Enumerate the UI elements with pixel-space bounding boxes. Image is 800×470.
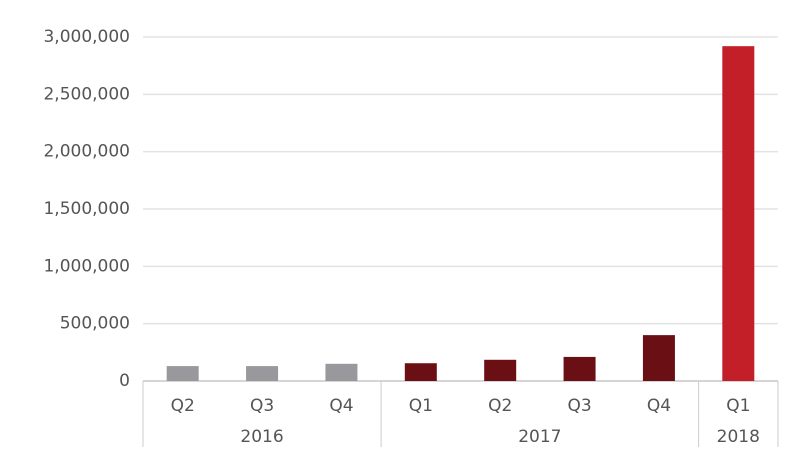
y-tick-label: 500,000	[60, 314, 130, 334]
bar	[325, 363, 358, 381]
x-tick-label: Q4	[329, 396, 353, 416]
bar	[166, 366, 199, 381]
x-tick-label: Q1	[409, 396, 433, 416]
group-label: 2017	[518, 427, 561, 447]
y-tick-label: 3,000,000	[43, 27, 130, 47]
x-tick-label: Q4	[647, 396, 671, 416]
y-tick-label: 2,000,000	[43, 142, 130, 162]
x-tick-label: Q3	[567, 396, 591, 416]
bar	[642, 335, 675, 381]
group-label: 2016	[240, 427, 283, 447]
bar	[404, 363, 437, 381]
y-tick-label: 2,500,000	[43, 84, 130, 104]
x-tick-label: Q2	[171, 396, 195, 416]
bar	[722, 46, 755, 381]
bar	[563, 356, 596, 381]
bar	[246, 366, 279, 381]
y-tick-label: 1,000,000	[43, 256, 130, 276]
y-tick-label: 1,500,000	[43, 199, 130, 219]
y-tick-label: 0	[119, 371, 130, 391]
bar	[484, 359, 517, 381]
group-label: 2018	[717, 427, 760, 447]
x-tick-label: Q1	[726, 396, 750, 416]
x-tick-label: Q2	[488, 396, 512, 416]
x-tick-label: Q3	[250, 396, 274, 416]
